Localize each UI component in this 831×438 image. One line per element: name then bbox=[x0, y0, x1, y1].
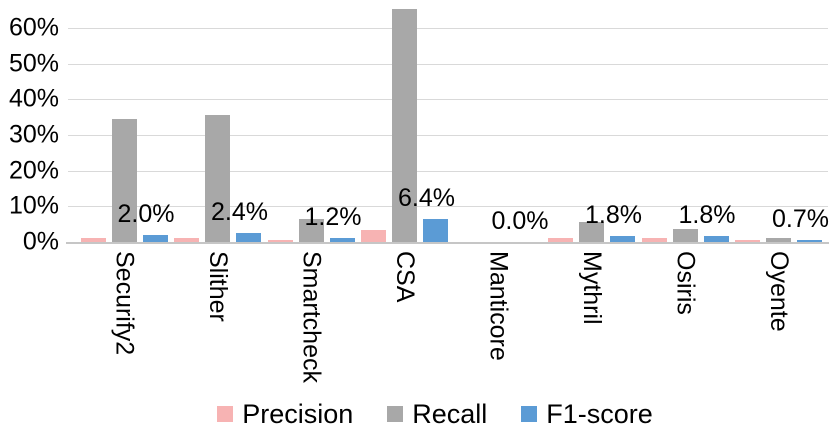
data-label-oyente: 0.7% bbox=[772, 204, 829, 233]
gridline bbox=[68, 134, 828, 136]
legend-item-recall: Recall bbox=[387, 399, 487, 429]
x-category-label-csa: CSA bbox=[391, 251, 419, 303]
y-tick-label: 60% bbox=[8, 13, 59, 42]
x-category-label-osiris: Osiris bbox=[671, 251, 700, 315]
bar-precision-csa bbox=[361, 229, 386, 242]
legend-item-precision: Precision bbox=[217, 399, 353, 429]
bar-recall-csa bbox=[392, 8, 417, 242]
bar-f1-score-oyente bbox=[797, 239, 822, 242]
legend-swatch-icon-precision bbox=[217, 406, 234, 422]
data-label-securify2: 2.0% bbox=[117, 199, 175, 228]
y-tick-label: 40% bbox=[8, 84, 59, 113]
legend-swatch-icon-recall bbox=[387, 406, 404, 422]
gridline bbox=[68, 170, 828, 172]
y-tick-label: 20% bbox=[8, 156, 59, 185]
legend-label: Precision bbox=[242, 399, 354, 429]
data-label-mythril: 1.8% bbox=[585, 200, 642, 229]
bar-recall-slither bbox=[205, 114, 230, 242]
x-category-label-securify2: Securify2 bbox=[110, 251, 139, 356]
x-axis-line bbox=[66, 242, 829, 244]
bar-precision-smartcheck bbox=[267, 239, 293, 242]
bar-precision-securify2 bbox=[80, 238, 106, 242]
bar-recall-oyente bbox=[766, 237, 791, 242]
bar-precision-osiris bbox=[641, 237, 667, 242]
bar-recall-osiris bbox=[672, 229, 698, 242]
bar-recall-securify2 bbox=[111, 118, 137, 242]
y-tick-label: 10% bbox=[8, 191, 59, 220]
data-label-slither: 2.4% bbox=[211, 198, 268, 227]
legend-label: Recall bbox=[412, 399, 488, 429]
x-category-label-mythril: Mythril bbox=[578, 251, 606, 325]
bar-f1-score-smartcheck bbox=[329, 237, 355, 242]
data-label-smartcheck: 1.2% bbox=[304, 202, 362, 231]
legend: Precision Recall F1-score bbox=[40, 399, 830, 429]
legend-item-f1-score: F1-score bbox=[521, 399, 653, 429]
legend-swatch-icon-f1-score bbox=[521, 406, 538, 422]
gridline bbox=[68, 99, 828, 101]
bar-precision-slither bbox=[174, 237, 199, 242]
x-category-label-manticore: Manticore bbox=[484, 251, 513, 361]
x-category-label-smartcheck: Smartcheck bbox=[297, 251, 326, 383]
bar-f1-score-securify2 bbox=[142, 234, 168, 242]
bar-precision-oyente bbox=[735, 240, 760, 242]
bar-recall-smartcheck bbox=[298, 218, 324, 242]
data-label-csa: 6.4% bbox=[398, 184, 455, 213]
bar-precision-mythril bbox=[548, 238, 573, 242]
y-tick-label: 50% bbox=[8, 49, 59, 77]
x-category-label-slither: Slither bbox=[204, 251, 232, 322]
bar-f1-score-csa bbox=[423, 219, 448, 242]
gridline bbox=[68, 63, 828, 65]
data-label-manticore: 0.0% bbox=[491, 207, 549, 235]
bar-f1-score-osiris bbox=[703, 235, 729, 242]
data-label-osiris: 1.8% bbox=[678, 200, 736, 229]
bar-f1-score-mythril bbox=[610, 235, 635, 242]
x-category-label-oyente: Oyente bbox=[765, 251, 793, 332]
legend-label: F1-score bbox=[546, 399, 653, 429]
y-tick-label: 30% bbox=[8, 120, 59, 149]
y-tick-label: 0% bbox=[22, 227, 59, 256]
bar-f1-score-slither bbox=[236, 233, 261, 242]
gridline bbox=[68, 206, 828, 208]
gridline bbox=[68, 27, 828, 29]
bar-recall-mythril bbox=[579, 222, 604, 242]
